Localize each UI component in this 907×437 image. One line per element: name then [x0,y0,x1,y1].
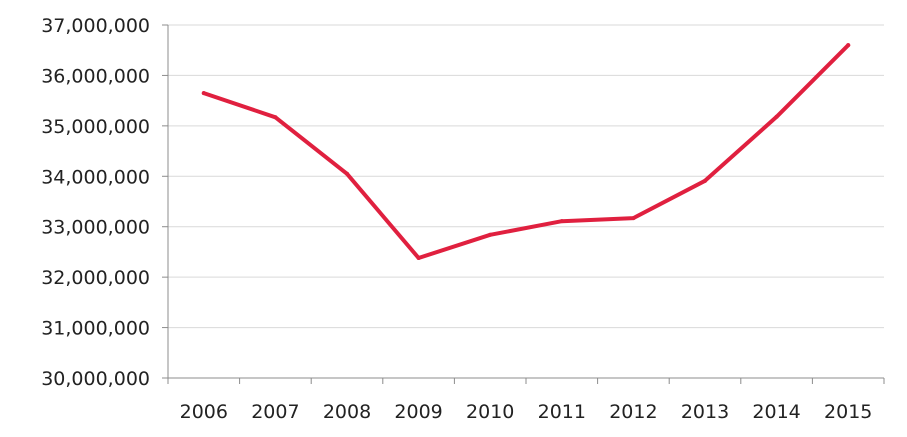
data-point [273,115,278,120]
x-tick-label: 2011 [538,401,586,423]
x-tick-label: 2010 [466,401,514,423]
y-tick-label: 36,000,000 [41,65,150,87]
x-tick-label: 2015 [824,401,872,423]
y-tick-label: 33,000,000 [41,217,150,239]
data-point [345,171,349,176]
x-tick-label: 2014 [752,401,800,423]
x-tick-label: 2012 [609,401,657,423]
x-tick-label: 2013 [681,401,729,423]
x-tick-label: 2009 [394,401,442,423]
y-tick-label: 37,000,000 [41,15,150,37]
x-tick-label: 2007 [251,401,299,423]
data-point [416,255,421,260]
data-point [846,43,851,48]
y-tick-label: 31,000,000 [41,318,150,340]
x-tick-label: 2008 [323,401,371,423]
data-point [703,178,707,183]
data-point [774,114,779,119]
y-tick-label: 30,000,000 [41,368,150,390]
data-point [559,219,564,224]
x-axis-tick-labels: 2006 2007 2008 2009 2010 2011 2012 2013 2014 2015 [180,401,873,423]
series-line [201,43,851,260]
series-layer [201,43,851,260]
x-tick-label: 2006 [180,401,228,423]
y-tick-label: 35,000,000 [41,116,150,138]
y-tick-label: 32,000,000 [41,267,150,289]
data-point [488,232,493,237]
y-tick-label: 34,000,000 [41,166,150,188]
data-point [631,216,636,221]
gridlines [168,24,884,329]
axes [162,24,885,384]
y-axis-tick-labels: 30,000,000 31,000,000 32,000,000 33,000,000… [41,15,150,390]
data-point [201,91,206,96]
